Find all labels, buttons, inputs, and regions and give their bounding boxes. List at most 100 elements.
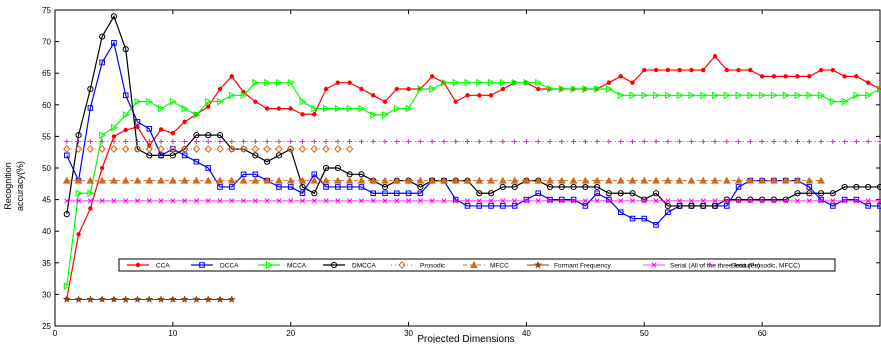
data-point-dot <box>336 81 340 85</box>
data-point-star <box>122 296 129 303</box>
data-point-dot <box>536 87 540 91</box>
data-point-plus <box>64 139 69 144</box>
x-axis-label: Projected Dimensions <box>417 334 514 343</box>
data-point-plus <box>477 139 482 144</box>
data-point-plus <box>441 139 446 144</box>
data-point-diamond <box>311 146 317 152</box>
data-point-dot <box>690 68 694 72</box>
data-point-dot <box>77 232 81 236</box>
data-point-plus <box>453 139 458 144</box>
data-point-plus <box>595 139 600 144</box>
legend-label: MCCA <box>287 263 307 270</box>
data-point-dot <box>277 107 281 111</box>
data-point-plus <box>819 139 824 144</box>
series-formant-frequency <box>63 296 235 303</box>
data-point-dot <box>136 125 140 129</box>
y-tick-label: 70 <box>42 38 51 47</box>
data-point-plus <box>241 139 246 144</box>
data-point-dot <box>183 120 187 124</box>
data-point-plus <box>159 139 164 144</box>
data-point-dot <box>713 54 717 58</box>
series-line <box>67 43 880 225</box>
series-line <box>67 83 880 287</box>
data-point-dot <box>489 93 493 97</box>
data-point-star <box>146 296 153 303</box>
x-tick-label: 60 <box>758 329 767 338</box>
y-axis-label-line-1: Recognition <box>3 162 13 210</box>
data-point-plus <box>182 139 187 144</box>
x-tick-label: 20 <box>286 329 295 338</box>
data-point-plus <box>654 139 659 144</box>
data-point-dot <box>654 68 658 72</box>
data-point-plus <box>347 139 352 144</box>
series-mcca <box>64 80 881 290</box>
data-point-plus <box>771 139 776 144</box>
data-point-star <box>228 296 235 303</box>
data-point-plus <box>618 139 623 144</box>
data-point-dot <box>607 81 611 85</box>
data-point-diamond <box>111 146 117 152</box>
data-point-dot <box>289 107 293 111</box>
data-point-plus <box>783 139 788 144</box>
data-point-plus <box>465 139 470 144</box>
data-point-dot <box>312 112 316 116</box>
data-point-plus <box>807 139 812 144</box>
data-point-plus <box>335 139 340 144</box>
data-point-dot <box>371 93 375 97</box>
data-point-dot <box>701 68 705 72</box>
data-point-dot <box>159 128 163 132</box>
legend-label: Prosodic <box>420 263 446 270</box>
data-point-dot <box>88 207 92 211</box>
data-point-plus <box>512 139 517 144</box>
data-point-star <box>181 296 188 303</box>
data-point-plus <box>559 139 564 144</box>
data-point-plus <box>500 139 505 144</box>
data-point-plus <box>583 139 588 144</box>
data-point-plus <box>795 139 800 144</box>
data-point-dot <box>454 100 458 104</box>
data-point-dot <box>748 68 752 72</box>
y-tick-label: 60 <box>42 101 51 110</box>
data-point-dot <box>430 74 434 78</box>
data-point-star <box>169 296 176 303</box>
data-point-dot <box>642 68 646 72</box>
data-point-plus <box>394 139 399 144</box>
data-point-plus <box>748 139 753 144</box>
x-tick-label: 40 <box>522 329 531 338</box>
data-point-dot <box>843 74 847 78</box>
data-point-plus <box>265 139 270 144</box>
data-point-diamond <box>217 146 223 152</box>
y-tick-label: 75 <box>42 6 51 15</box>
data-point-dot <box>760 74 764 78</box>
data-point-dot <box>301 112 305 116</box>
y-tick-label: 55 <box>42 132 51 141</box>
data-point-dot <box>100 166 104 170</box>
data-point-plus <box>689 139 694 144</box>
data-point-dot <box>737 68 741 72</box>
data-point-plus <box>665 139 670 144</box>
y-tick-label: 40 <box>42 227 51 236</box>
data-point-plus <box>878 139 881 144</box>
data-point-dot <box>807 74 811 78</box>
data-point-dot <box>383 100 387 104</box>
series-line <box>67 16 880 214</box>
data-point-dot <box>360 87 364 91</box>
data-point-square <box>64 153 69 158</box>
data-point-star <box>134 296 141 303</box>
data-point-plus <box>359 139 364 144</box>
y-axis-label-line-2: accuracy(%) <box>15 161 25 211</box>
data-point-plus <box>713 139 718 144</box>
data-point-triangle-up <box>724 177 730 183</box>
data-point-plus <box>406 139 411 144</box>
data-point-dot <box>501 87 505 91</box>
data-point-plus <box>194 139 199 144</box>
data-point-dot <box>348 81 352 85</box>
data-point-plus <box>170 139 175 144</box>
data-point-dot <box>265 107 269 111</box>
data-point-star <box>111 296 118 303</box>
data-point-plus <box>312 139 317 144</box>
data-point-plus <box>524 139 529 144</box>
data-point-star <box>158 296 165 303</box>
data-point-dot <box>477 93 481 97</box>
